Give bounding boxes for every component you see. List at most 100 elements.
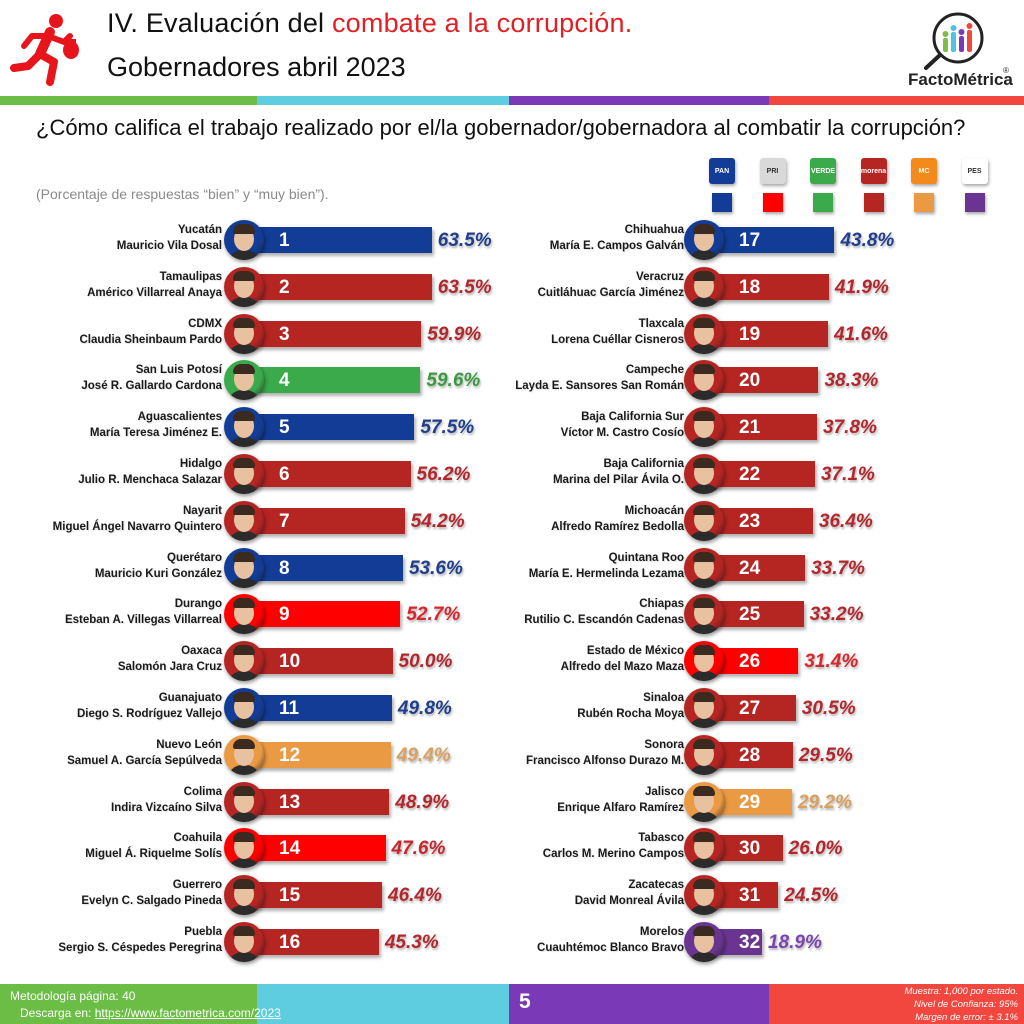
- title-prefix: IV. Evaluación del: [107, 8, 332, 38]
- row-label: Hidalgo Julio R. Menchaca Salazar: [78, 456, 222, 488]
- party-logo-pri-icon: PRI: [759, 158, 786, 184]
- rank-number: 7: [279, 510, 290, 532]
- value-bar: [247, 320, 422, 347]
- download-link[interactable]: https://www.factometrica.com/2023: [94, 1006, 281, 1020]
- governor-avatar: [684, 313, 724, 354]
- state-name: Morelos: [639, 926, 684, 938]
- rank-number: 17: [739, 230, 761, 251]
- chart-subtitle: (Porcentaje de respuestas “bien” y “muy …: [36, 186, 329, 202]
- value-bar: [707, 273, 829, 300]
- governor-name: David Monreal Ávila: [574, 895, 684, 908]
- governor-name: María E. Hermelinda Lezama: [528, 567, 684, 580]
- party-logo-pes-icon: PES: [961, 158, 988, 184]
- chart-row: Tamaulipas Américo Villarreal Anaya 2 63.5%: [0, 266, 1024, 307]
- value-bar: [707, 414, 817, 441]
- percentage-value: 33.7%: [811, 557, 865, 579]
- state-name: Chiapas: [639, 598, 684, 611]
- page-subtitle: Gobernadores abril 2023: [107, 52, 406, 82]
- governor-name: Marina del Pilar Ávila O.: [552, 474, 684, 486]
- row-label: Quintana Roo María E. Hermelinda Lezama: [529, 550, 684, 582]
- methodology-note: Metodología página: 40: [10, 989, 136, 1003]
- value-bar: [707, 367, 819, 394]
- page-number: 5: [519, 990, 531, 1013]
- chart-row: Baja California Marina del Pilar Ávila O.…: [0, 454, 1024, 494]
- rank-number: 10: [279, 651, 301, 673]
- governor-avatar: [684, 360, 724, 401]
- state-name: San Luis Potosí: [135, 364, 222, 377]
- percentage-value: 46.4%: [388, 885, 442, 907]
- rank-number: 26: [739, 651, 761, 673]
- rank-number: 27: [739, 698, 761, 719]
- percentage-value: 33.2%: [809, 604, 864, 626]
- governor-name: José R. Gallardo Cardona: [81, 380, 222, 393]
- rank-number: 29: [739, 791, 761, 813]
- row-label: Morelos Cuauhtémoc Blanco Bravo: [537, 924, 684, 956]
- chart-row: Baja California Sur Víctor M. Castro Cosí…: [0, 407, 1024, 448]
- governor-name: Samuel A. García Sepúlveda: [67, 754, 222, 767]
- chart-row: Querétaro Mauricio Kuri González 8 53.6%: [0, 547, 1024, 588]
- value-bar: [707, 227, 835, 253]
- state-name: Oaxaca: [181, 645, 222, 658]
- percentage-value: 43.8%: [840, 230, 895, 251]
- governor-name: Salomón Jara Cruz: [117, 661, 222, 674]
- legend-swatch-pri: [762, 193, 783, 212]
- value-bar: [247, 648, 393, 675]
- state-name: Querétaro: [167, 551, 222, 564]
- legend-swatch-pes: [964, 193, 985, 212]
- governor-name: Víctor M. Castro Cosío: [560, 427, 684, 440]
- row-label: San Luis Potosí José R. Gallardo Cardona: [81, 362, 222, 394]
- rank-number: 4: [279, 370, 290, 392]
- chart-row: Yucatán Mauricio Vila Dosal 1 63.5%: [0, 220, 1024, 260]
- chart-row: Michoacán Alfredo Ramírez Bedolla 23 36.4%: [0, 500, 1024, 541]
- percentage-value: 49.4%: [396, 744, 451, 766]
- row-label: Baja California Marina del Pilar Ávila O.: [553, 456, 684, 488]
- row-label: Jalisco Enrique Alfaro Ramírez: [557, 784, 684, 816]
- footer-red-block: [769, 984, 1024, 1024]
- rank-number: 31: [739, 885, 761, 907]
- state-name: Sinaloa: [643, 692, 684, 704]
- chart-row: Quintana Roo María E. Hermelinda Lezama 24…: [0, 547, 1024, 588]
- row-label: Tamaulipas Américo Villarreal Anaya: [87, 269, 222, 301]
- governor-avatar: [684, 688, 724, 728]
- state-name: Durango: [174, 598, 222, 611]
- state-name: Sonora: [644, 738, 684, 751]
- rank-number: 22: [739, 464, 761, 485]
- header-stripe-red: [769, 96, 1024, 105]
- chart-row: Estado de México Alfredo del Mazo Maza 26 3…: [0, 641, 1024, 682]
- state-name: Veracruz: [636, 270, 684, 283]
- row-label: Campeche Layda E. Sansores San Román: [515, 362, 684, 394]
- chart-row: Zacatecas David Monreal Ávila 31 24.5%: [0, 875, 1024, 916]
- party-logo-pan-icon: PAN: [709, 158, 735, 184]
- governor-avatar: [684, 547, 724, 588]
- governor-name: Américo Villarreal Anaya: [87, 286, 222, 299]
- rank-number: 8: [279, 557, 290, 579]
- state-name: Colima: [183, 785, 222, 798]
- row-label: Querétaro Mauricio Kuri González: [95, 550, 222, 582]
- logo-text: FactoMétrica: [908, 70, 1013, 89]
- footer-green-block: [0, 984, 257, 1024]
- chart-row: Nayarit Miguel Ángel Navarro Quintero 7 54.…: [0, 500, 1024, 541]
- value-bar: [707, 461, 815, 487]
- chart-row: Campeche Layda E. Sansores San Román 20 38.…: [0, 360, 1024, 401]
- row-label: Aguascalientes María Teresa Jiménez E.: [90, 409, 222, 441]
- value-bar: [707, 507, 813, 534]
- row-label: Nayarit Miguel Ángel Navarro Quintero: [53, 503, 222, 535]
- rank-number: 2: [279, 276, 290, 298]
- state-name: Hidalgo: [179, 458, 222, 470]
- factometrica-logo-icon: [924, 12, 984, 70]
- rank-number: 21: [739, 417, 761, 439]
- rank-number: 5: [279, 417, 290, 439]
- rank-number: 18: [739, 276, 761, 298]
- value-bar: [247, 461, 411, 487]
- row-label: Colima Indira Vizcaíno Silva: [111, 784, 222, 816]
- governor-avatar: [224, 360, 264, 401]
- chart-row: Guanajuato Diego S. Rodríguez Vallejo 11 49…: [0, 688, 1024, 728]
- governor-name: Lorena Cuéllar Cisneros: [551, 333, 684, 346]
- percentage-value: 37.8%: [822, 417, 877, 439]
- survey-question: ¿Cómo califica el trabajo realizado por …: [36, 115, 966, 140]
- governor-avatar: [684, 922, 724, 962]
- governor-avatar: [224, 547, 264, 588]
- row-label: Sinaloa Rubén Rocha Moya: [577, 690, 684, 722]
- chart-row: Morelos Cuauhtémoc Blanco Bravo 32 18.9%: [0, 922, 1024, 962]
- governor-avatar: [684, 875, 724, 916]
